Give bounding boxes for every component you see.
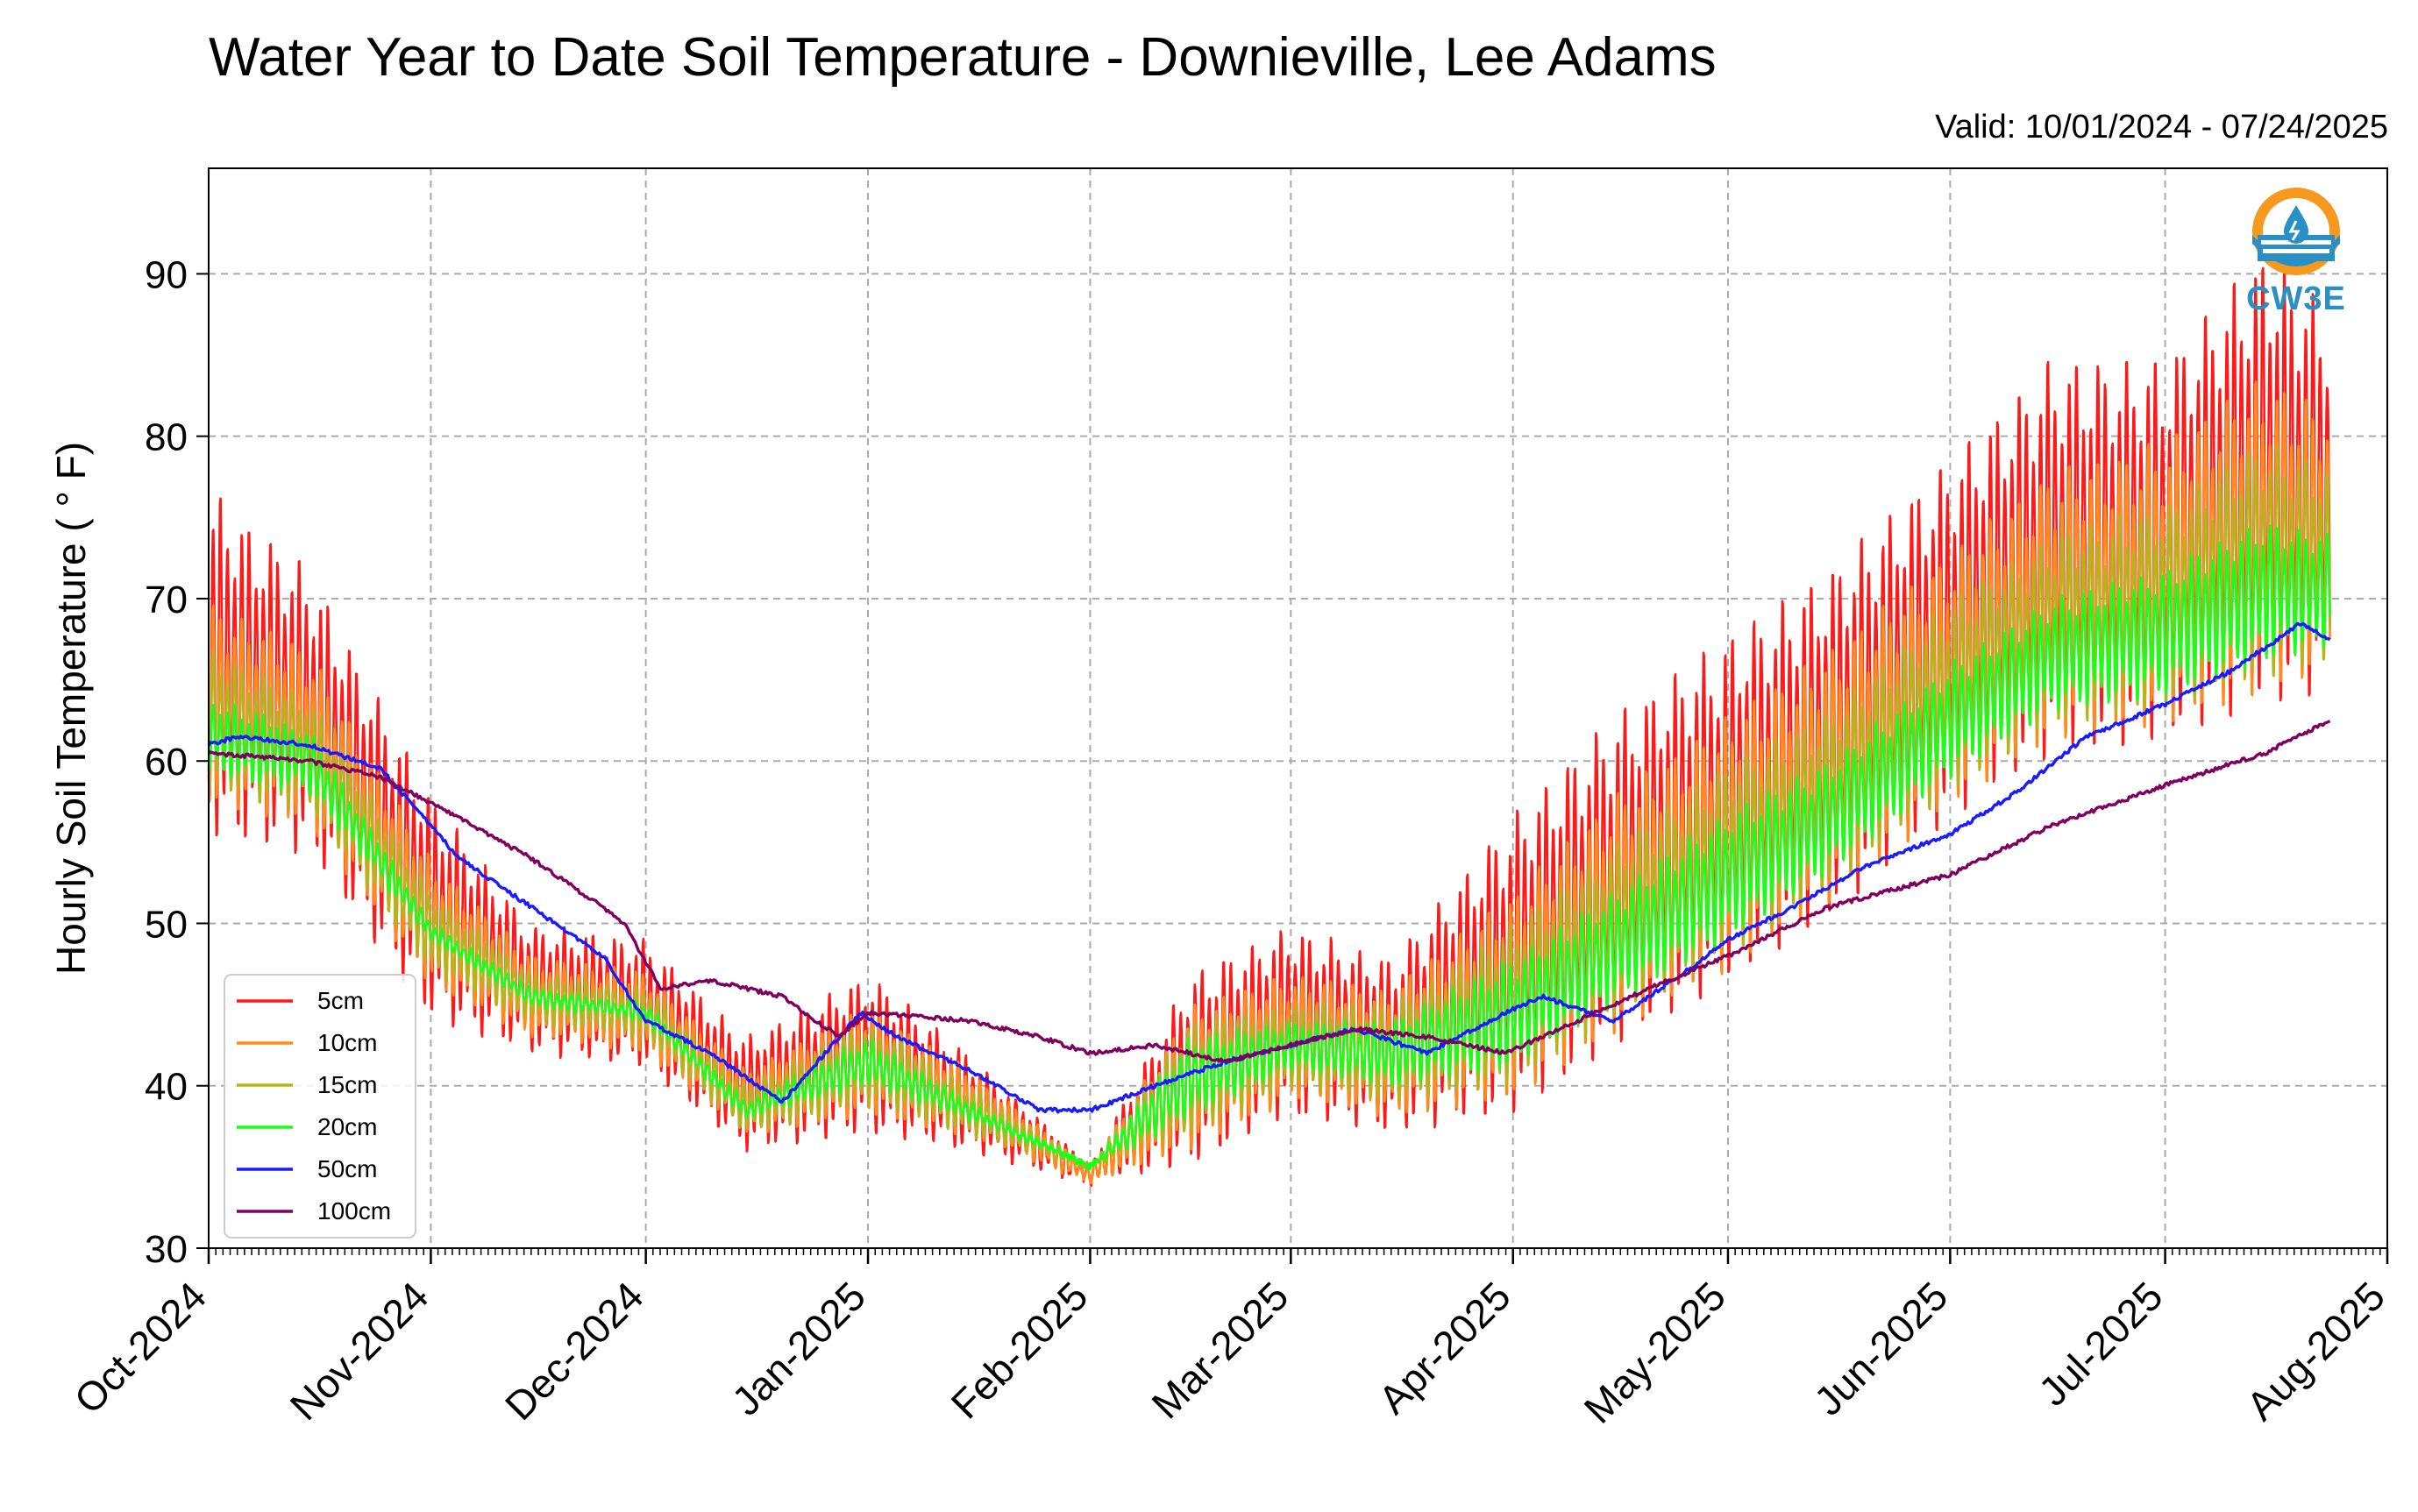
legend-label: 20cm bbox=[317, 1113, 377, 1140]
legend-label: 5cm bbox=[317, 987, 364, 1014]
x-tick-label: Jan-2025 bbox=[723, 1273, 874, 1423]
legend: 5cm 10cm 15cm 20cm 50cm 100cm bbox=[224, 974, 416, 1239]
y-tick-label: 30 bbox=[145, 1228, 188, 1271]
y-tick-label: 40 bbox=[145, 1066, 188, 1109]
cw3e-logo-icon bbox=[2252, 188, 2340, 275]
y-tick-label: 70 bbox=[145, 579, 188, 621]
y-tick-label: 80 bbox=[145, 416, 188, 459]
chart-title: Water Year to Date Soil Temperature - Do… bbox=[209, 27, 1717, 88]
chart-subtitle: Valid: 10/01/2024 - 07/24/2025 bbox=[1935, 109, 2388, 146]
x-tick-label: Dec-2024 bbox=[496, 1273, 652, 1429]
legend-label: 15cm bbox=[317, 1071, 377, 1098]
legend-label: 10cm bbox=[317, 1029, 377, 1056]
x-tick-label: Jul-2025 bbox=[2030, 1273, 2172, 1415]
cw3e-logo: CW3E bbox=[2240, 182, 2352, 323]
legend-label: 50cm bbox=[317, 1155, 377, 1182]
x-tick-label: Mar-2025 bbox=[1142, 1273, 1297, 1427]
cw3e-logo-text: CW3E bbox=[2246, 280, 2346, 317]
x-tick-label: May-2025 bbox=[1575, 1273, 1734, 1431]
x-tick-label: Jun-2025 bbox=[1805, 1273, 1956, 1423]
y-tick-label: 90 bbox=[145, 253, 188, 296]
y-tick-label: 60 bbox=[145, 741, 188, 784]
x-tick-label: Oct-2024 bbox=[66, 1273, 216, 1423]
legend-label: 100cm bbox=[317, 1197, 391, 1225]
y-tick-label: 50 bbox=[145, 903, 188, 946]
x-tick-label: Nov-2024 bbox=[281, 1273, 437, 1429]
x-tick-label: Aug-2025 bbox=[2237, 1273, 2393, 1429]
series-lines bbox=[207, 266, 2331, 1187]
y-axis-label: Hourly Soil Temperature ( ° F) bbox=[48, 442, 94, 975]
x-tick-label: Apr-2025 bbox=[1369, 1273, 1519, 1423]
legend-box bbox=[224, 974, 416, 1239]
series-line-100cm bbox=[207, 720, 2331, 1063]
x-tick-label: Feb-2025 bbox=[942, 1273, 1097, 1427]
series-line-20cm bbox=[207, 524, 2331, 1171]
